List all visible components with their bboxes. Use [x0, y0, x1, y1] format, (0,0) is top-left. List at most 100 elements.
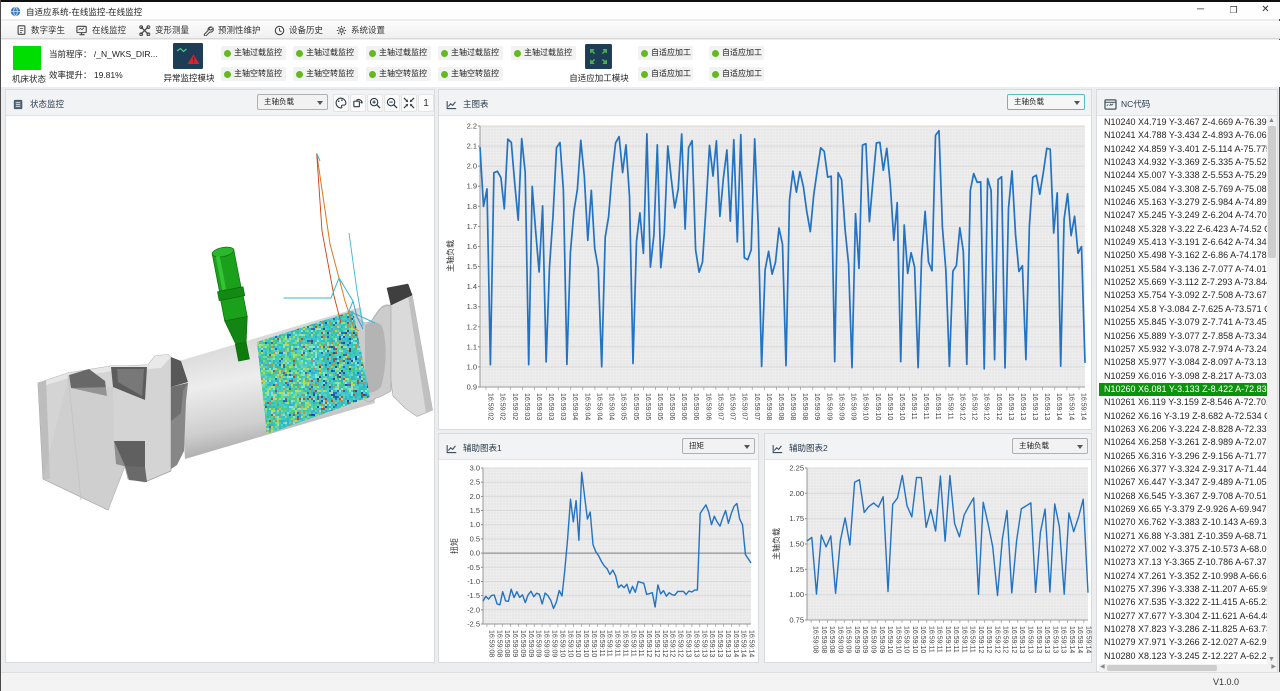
svg-text:1.8: 1.8 [467, 202, 477, 211]
svg-text:16:59:09: 16:59:09 [861, 626, 868, 653]
svg-text:16:59:09: 16:59:09 [878, 626, 885, 653]
svg-text:16:59:09: 16:59:09 [511, 630, 518, 657]
svg-text:16:59:14: 16:59:14 [1076, 626, 1083, 653]
svg-text:16:59:12: 16:59:12 [977, 626, 984, 653]
svg-text:16:59:08: 16:59:08 [801, 393, 808, 420]
svg-text:1.1: 1.1 [467, 342, 477, 351]
svg-text:16:59:09: 16:59:09 [519, 630, 526, 657]
svg-text:16:59:14: 16:59:14 [1067, 393, 1074, 420]
svg-text:2.00: 2.00 [789, 489, 804, 498]
svg-text:16:59:11: 16:59:11 [910, 393, 917, 420]
svg-text:16:59:09: 16:59:09 [850, 393, 857, 420]
svg-text:扭矩: 扭矩 [449, 538, 459, 554]
svg-text:16:59:12: 16:59:12 [645, 630, 652, 657]
svg-text:16:59:14: 16:59:14 [1084, 626, 1091, 653]
svg-text:16:59:10: 16:59:10 [911, 626, 918, 653]
svg-text:16:59:04: 16:59:04 [571, 393, 578, 420]
svg-text:1.5: 1.5 [467, 262, 477, 271]
svg-text:16:59:08: 16:59:08 [765, 393, 772, 420]
svg-text:16:59:11: 16:59:11 [927, 626, 934, 653]
svg-text:16:59:10: 16:59:10 [574, 630, 581, 657]
svg-text:16:59:11: 16:59:11 [946, 393, 953, 420]
svg-text:1.7: 1.7 [467, 222, 477, 231]
svg-text:2.25: 2.25 [789, 464, 804, 473]
svg-text:16:59:14: 16:59:14 [1068, 626, 1075, 653]
svg-text:16:59:13: 16:59:13 [1043, 393, 1050, 420]
svg-text:16:59:06: 16:59:06 [668, 393, 675, 420]
svg-text:16:59:07: 16:59:07 [729, 393, 736, 420]
svg-text:16:59:12: 16:59:12 [1002, 626, 1009, 653]
svg-text:16:59:09: 16:59:09 [837, 393, 844, 420]
svg-text:1.3: 1.3 [467, 302, 477, 311]
svg-text:16:59:07: 16:59:07 [753, 393, 760, 420]
svg-text:1.25: 1.25 [789, 565, 804, 574]
svg-text:16:59:08: 16:59:08 [828, 626, 835, 653]
svg-text:16:59:08: 16:59:08 [777, 393, 784, 420]
svg-text:16:59:03: 16:59:03 [559, 393, 566, 420]
svg-text:1.75: 1.75 [789, 514, 804, 523]
svg-text:1.4: 1.4 [467, 282, 477, 291]
svg-text:16:59:09: 16:59:09 [813, 393, 820, 420]
svg-text:16:59:04: 16:59:04 [608, 393, 615, 420]
svg-text:16:59:10: 16:59:10 [886, 626, 893, 653]
svg-text:16:59:11: 16:59:11 [637, 630, 644, 657]
svg-text:0.5: 0.5 [470, 534, 480, 543]
svg-text:1.2: 1.2 [467, 322, 477, 331]
svg-text:16:59:14: 16:59:14 [732, 630, 739, 657]
svg-text:1.0: 1.0 [467, 362, 477, 371]
svg-text:16:59:07: 16:59:07 [716, 393, 723, 420]
svg-text:1.5: 1.5 [470, 506, 480, 515]
svg-text:3.0: 3.0 [470, 464, 480, 473]
svg-text:16:59:05: 16:59:05 [644, 393, 651, 420]
svg-text:16:59:07: 16:59:07 [741, 393, 748, 420]
svg-text:16:59:05: 16:59:05 [632, 393, 639, 420]
svg-text:1.9: 1.9 [467, 182, 477, 191]
svg-text:16:59:09: 16:59:09 [551, 630, 558, 657]
svg-text:16:59:10: 16:59:10 [862, 393, 869, 420]
svg-text:16:59:13: 16:59:13 [1007, 393, 1014, 420]
svg-text:16:59:09: 16:59:09 [527, 630, 534, 657]
svg-text:16:59:09: 16:59:09 [853, 626, 860, 653]
svg-text:16:59:14: 16:59:14 [1080, 393, 1087, 420]
svg-text:16:59:12: 16:59:12 [995, 393, 1002, 420]
svg-text:16:59:12: 16:59:12 [994, 626, 1001, 653]
svg-text:16:59:02: 16:59:02 [499, 393, 506, 420]
svg-text:16:59:13: 16:59:13 [1035, 626, 1042, 653]
svg-text:16:59:14: 16:59:14 [748, 630, 755, 657]
svg-text:16:59:10: 16:59:10 [590, 630, 597, 657]
svg-text:16:59:06: 16:59:06 [704, 393, 711, 420]
svg-text:16:59:03: 16:59:03 [535, 393, 542, 420]
svg-text:-0.5: -0.5 [467, 563, 480, 572]
svg-text:16:59:13: 16:59:13 [1018, 626, 1025, 653]
svg-text:-2.5: -2.5 [467, 620, 480, 629]
svg-text:16:59:06: 16:59:06 [680, 393, 687, 420]
svg-text:16:59:10: 16:59:10 [898, 393, 905, 420]
svg-text:16:59:13: 16:59:13 [1019, 393, 1026, 420]
svg-text:16:59:13: 16:59:13 [685, 630, 692, 657]
svg-text:16:59:05: 16:59:05 [656, 393, 663, 420]
svg-text:16:59:13: 16:59:13 [716, 630, 723, 657]
svg-text:16:59:12: 16:59:12 [971, 393, 978, 420]
svg-text:16:59:03: 16:59:03 [547, 393, 554, 420]
svg-text:16:59:10: 16:59:10 [886, 393, 893, 420]
svg-text:主轴负载: 主轴负载 [771, 528, 781, 560]
svg-text:16:59:12: 16:59:12 [677, 630, 684, 657]
svg-text:16:59:11: 16:59:11 [944, 626, 951, 653]
svg-text:16:59:02: 16:59:02 [511, 393, 518, 420]
svg-text:16:59:11: 16:59:11 [621, 630, 628, 657]
svg-text:16:59:10: 16:59:10 [566, 630, 573, 657]
svg-text:16:59:11: 16:59:11 [952, 626, 959, 653]
svg-text:16:59:12: 16:59:12 [669, 630, 676, 657]
svg-text:16:59:11: 16:59:11 [598, 630, 605, 657]
svg-text:16:59:10: 16:59:10 [903, 626, 910, 653]
svg-text:0.0: 0.0 [470, 549, 480, 558]
svg-text:16:59:13: 16:59:13 [1027, 626, 1034, 653]
svg-text:1.6: 1.6 [467, 242, 477, 251]
svg-text:16:59:13: 16:59:13 [1060, 626, 1067, 653]
svg-text:2.0: 2.0 [470, 492, 480, 501]
svg-text:16:59:10: 16:59:10 [582, 630, 589, 657]
svg-text:16:59:11: 16:59:11 [614, 630, 621, 657]
svg-text:16:59:10: 16:59:10 [894, 626, 901, 653]
svg-text:16:59:12: 16:59:12 [983, 393, 990, 420]
svg-text:16:59:08: 16:59:08 [820, 626, 827, 653]
